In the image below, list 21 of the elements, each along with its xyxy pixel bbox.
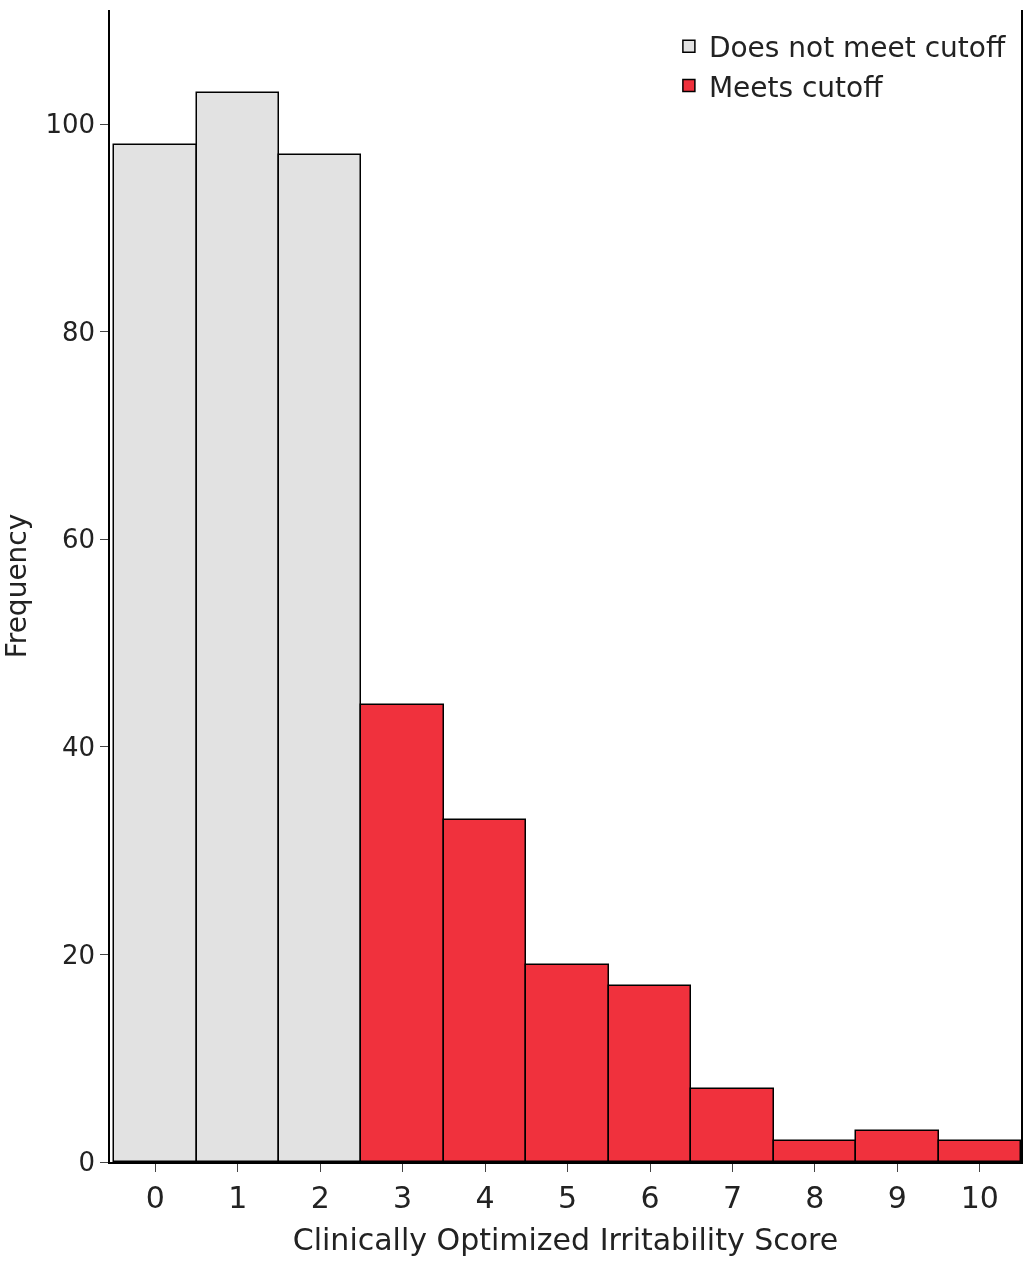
- y-tick-label: 80: [61, 316, 96, 347]
- x-tick-label: 0: [145, 1179, 165, 1215]
- x-tick-label: 8: [805, 1179, 825, 1215]
- y-tick-label: 60: [61, 524, 96, 555]
- legend-label: Meets cutoff: [708, 70, 884, 104]
- x-tick-label: 6: [640, 1179, 660, 1215]
- x-tick-label: 9: [887, 1179, 907, 1215]
- x-tick-label: 2: [310, 1179, 330, 1215]
- x-axis-title: Clinically Optimized Irritability Score: [292, 1221, 839, 1257]
- x-tick-label: 1: [228, 1179, 248, 1215]
- x-tick-label: 5: [558, 1179, 578, 1215]
- y-tick-label: 40: [61, 731, 96, 762]
- y-tick-label: 100: [45, 109, 96, 140]
- x-tick-label: 10: [960, 1179, 999, 1215]
- y-tick-label: 20: [61, 939, 96, 970]
- x-tick-label: 3: [393, 1179, 413, 1215]
- x-tick-label: 7: [722, 1179, 742, 1215]
- y-tick-label: 0: [78, 1147, 96, 1178]
- y-axis-title: Frequency: [0, 513, 33, 659]
- legend-label: Does not meet cutoff: [708, 31, 1006, 65]
- x-tick-label: 4: [475, 1179, 495, 1215]
